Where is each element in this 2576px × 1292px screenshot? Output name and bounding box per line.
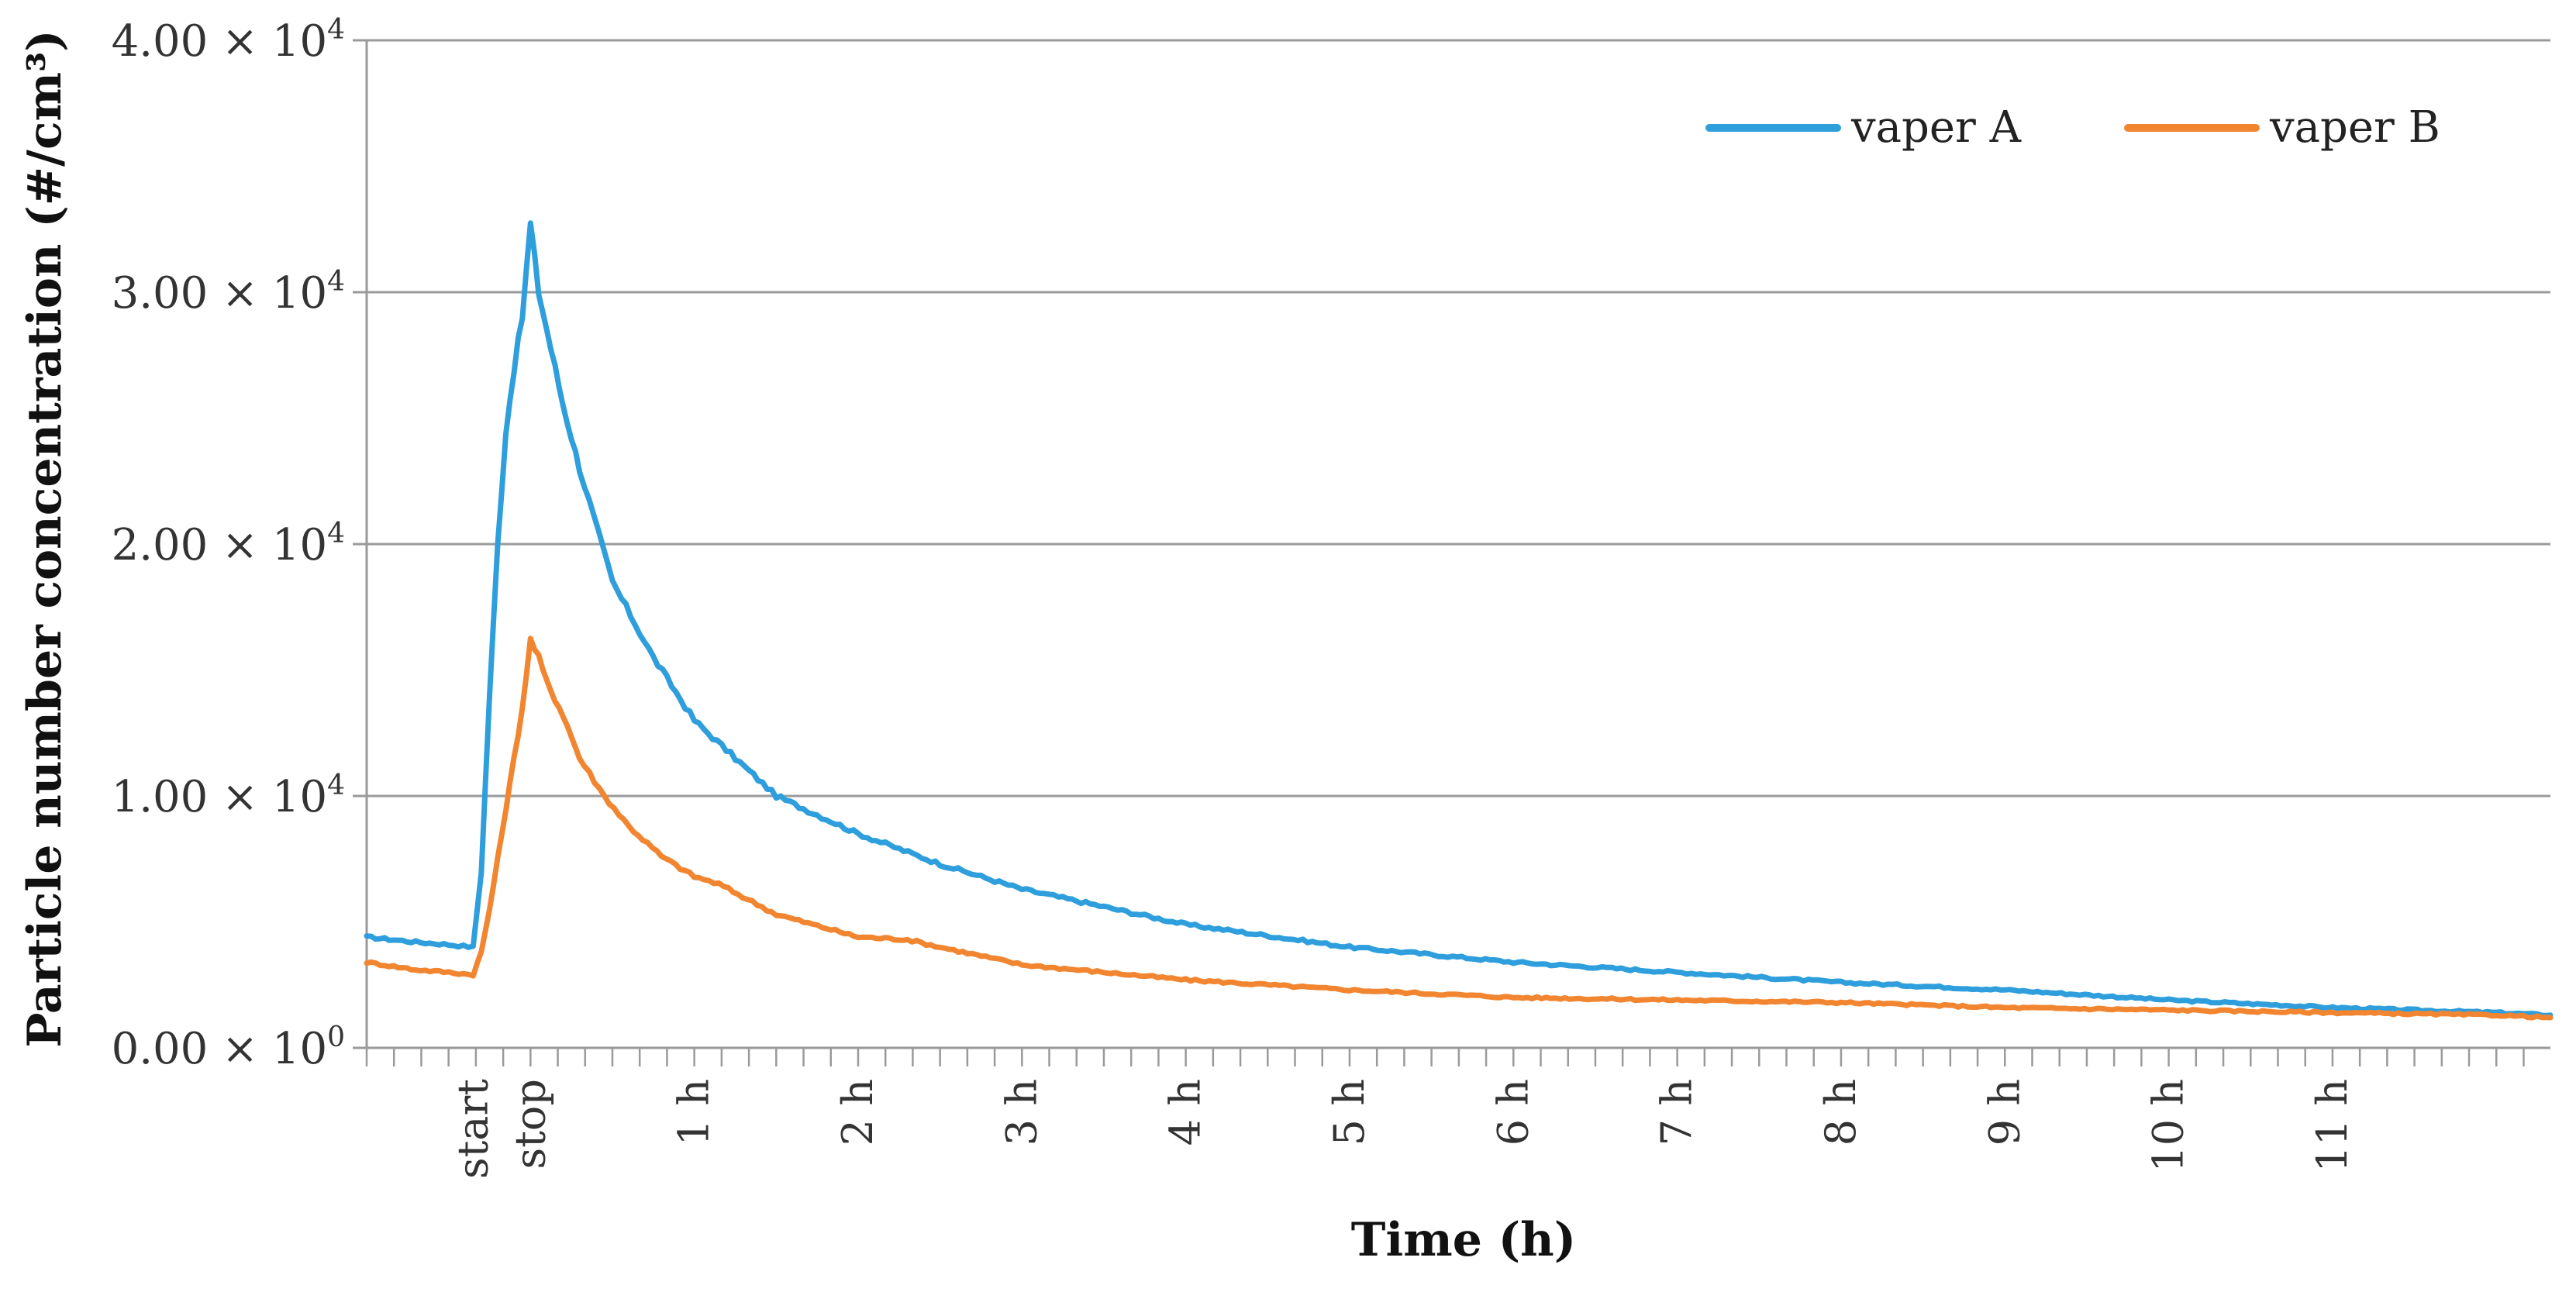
legend: vaper A vaper B: [1705, 102, 2440, 153]
x-tick-label: 6 h: [1488, 1079, 1537, 1146]
series-line-vaper-b: [364, 636, 2554, 1021]
y-tick-labels: 0.00 × 100 1.00 × 104 2.00 × 104 3.00 × 104…: [112, 14, 345, 1074]
series-line-vaper-a: [364, 220, 2554, 1018]
x-tick-label: 2 h: [833, 1079, 882, 1146]
x-tick-label: 5 h: [1325, 1079, 1374, 1146]
x-tick-label: 8 h: [1816, 1079, 1865, 1146]
series-lines: [364, 220, 2554, 1021]
y-tick-label: 0.00 × 100: [112, 1022, 345, 1074]
x-tick-label: start: [448, 1079, 497, 1179]
x-tick-label: 3 h: [997, 1079, 1046, 1146]
y-tick-label: 2.00 × 104: [112, 518, 345, 570]
axes: [353, 39, 2550, 1066]
legend-label-vaper-b: vaper B: [2269, 102, 2440, 153]
x-axis-title: Time (h): [1351, 1213, 1576, 1267]
x-tick-label: 11 h: [2308, 1079, 2357, 1173]
x-tick-label: 10 h: [2144, 1079, 2193, 1173]
y-tick-label: 3.00 × 104: [112, 266, 345, 319]
y-tick-label: 1.00 × 104: [112, 770, 345, 822]
gridlines: [367, 39, 2550, 798]
x-tick-label: 4 h: [1161, 1079, 1210, 1146]
y-tick-label: 4.00 × 104: [112, 14, 345, 67]
x-tick-label: 1 h: [670, 1079, 719, 1146]
x-tick-label: 7 h: [1653, 1079, 1702, 1146]
x-tick-label: 9 h: [1980, 1079, 2029, 1146]
x-tick-labels: start stop 1 h 2 h 3 h 4 h 5 h 6 h 7 h 8 h 9 h 10 h…: [448, 1079, 2357, 1179]
legend-label-vaper-a: vaper A: [1850, 102, 2022, 153]
y-axis-title: Particle number concentration (#/cm³): [18, 29, 72, 1047]
x-tick-label: stop: [505, 1079, 554, 1170]
